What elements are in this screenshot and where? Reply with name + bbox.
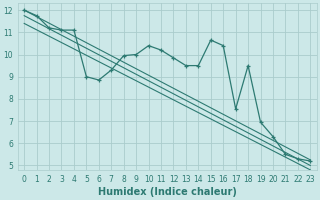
- X-axis label: Humidex (Indice chaleur): Humidex (Indice chaleur): [98, 187, 237, 197]
